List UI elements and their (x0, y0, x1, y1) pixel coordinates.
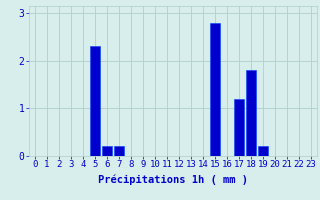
Bar (114, 146, 124, 156)
Bar (102, 146, 112, 156)
Bar (210, 23, 220, 156)
Bar (234, 99, 244, 156)
Bar (246, 70, 256, 156)
Bar (90, 46, 100, 156)
Bar (258, 146, 268, 156)
X-axis label: Précipitations 1h ( mm ): Précipitations 1h ( mm ) (98, 175, 248, 185)
